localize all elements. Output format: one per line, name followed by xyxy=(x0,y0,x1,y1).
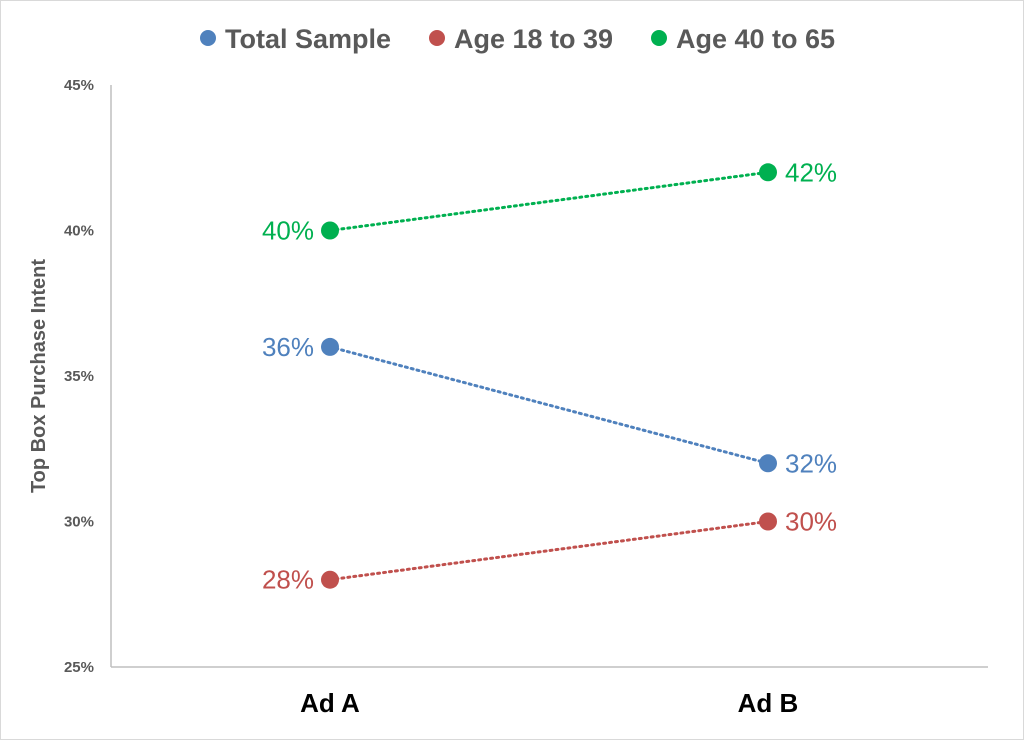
y-tick-label: 35% xyxy=(64,368,94,385)
legend: Total Sample Age 18 to 39 Age 40 to 65 xyxy=(200,24,835,54)
x-category-label: Ad A xyxy=(300,688,360,718)
legend-marker xyxy=(200,30,216,46)
y-tick-label: 25% xyxy=(64,659,94,676)
data-label: 36% xyxy=(262,332,314,362)
y-tick-labels: 25% 30% 35% 40% 45% xyxy=(64,77,94,676)
y-tick-label: 30% xyxy=(64,514,94,531)
x-category-label: Ad B xyxy=(738,688,799,718)
series-group: 28% 30% xyxy=(262,507,837,595)
series-line xyxy=(328,520,770,582)
data-label: 32% xyxy=(785,448,837,478)
data-point xyxy=(321,570,339,589)
y-tick-label: 45% xyxy=(64,77,94,94)
data-label: 30% xyxy=(785,507,837,537)
legend-marker xyxy=(429,30,445,46)
series-group: 40% 42% xyxy=(262,157,837,245)
data-label: 28% xyxy=(262,565,314,595)
data-point xyxy=(759,163,777,182)
axes: 25% 30% 35% 40% 45% Ad A Ad B Top Box Purchas… xyxy=(28,77,988,718)
legend-marker xyxy=(651,30,667,46)
data-point xyxy=(321,337,339,356)
series-line xyxy=(328,170,770,232)
data-point xyxy=(759,512,777,531)
series-group: 36% 32% xyxy=(262,332,837,478)
legend-label: Age 40 to 65 xyxy=(676,24,835,54)
data-label: 42% xyxy=(785,157,837,187)
series-layer: 36% 32% 28% 30% 40% 42% xyxy=(262,157,837,594)
data-point xyxy=(759,454,777,473)
y-tick-label: 40% xyxy=(64,223,94,240)
series-line xyxy=(328,345,770,465)
legend-label: Total Sample xyxy=(225,24,391,54)
data-point xyxy=(321,221,339,240)
x-category-labels: Ad A Ad B xyxy=(300,688,798,718)
y-axis-label: Top Box Purchase Intent xyxy=(28,259,50,493)
legend-label: Age 18 to 39 xyxy=(454,24,613,54)
data-label: 40% xyxy=(262,216,314,246)
